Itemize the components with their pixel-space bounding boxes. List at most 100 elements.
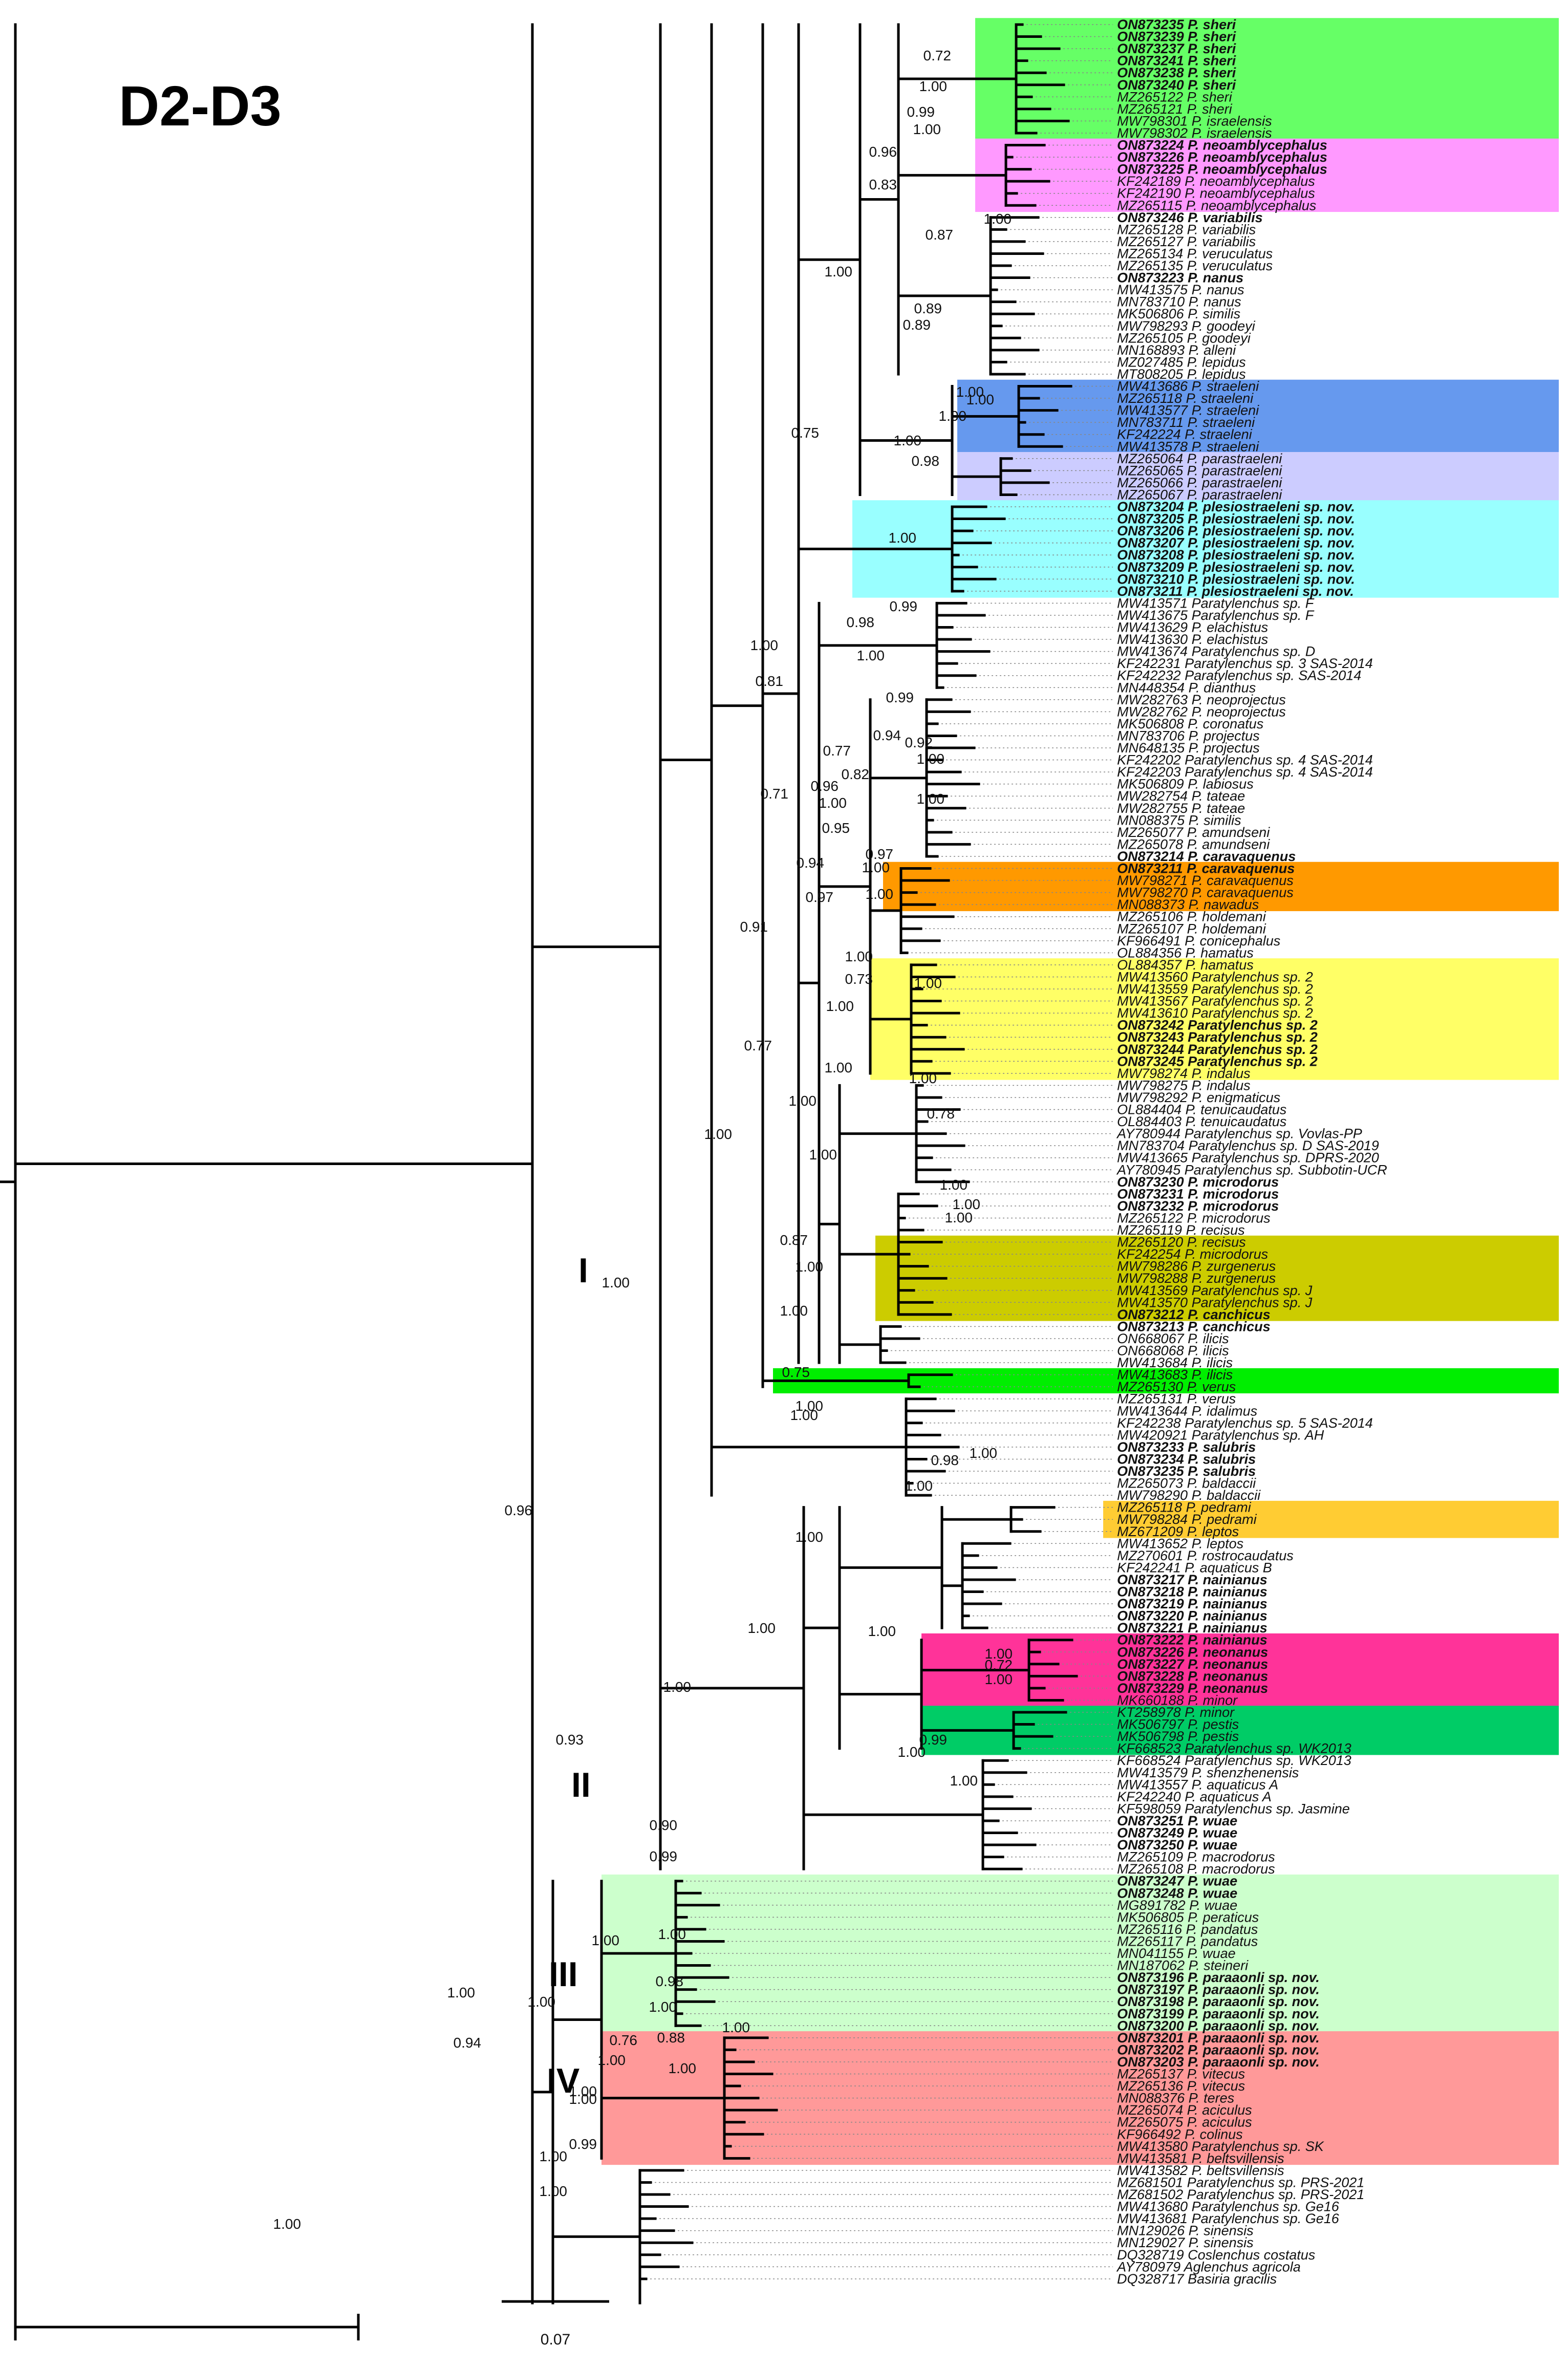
support-value: 0.75: [791, 425, 820, 441]
support-value: 0.96: [869, 144, 897, 160]
taxon-label: MW798290 P. baldaccii: [1117, 1488, 1261, 1503]
support-value: 1.00: [825, 1060, 853, 1075]
support-value: 1.00: [826, 998, 854, 1014]
clade-highlight-0: [975, 18, 1559, 140]
taxon-label: MW798275 P. indalus: [1117, 1078, 1251, 1093]
support-value: 0.91: [740, 919, 768, 935]
taxon-label: MZ265078 P. amundseni: [1117, 836, 1270, 852]
taxon-label: MW413575 P. nanus: [1117, 282, 1244, 297]
taxon-label: MW413680 Paratylenchus sp. Ge16: [1117, 2199, 1340, 2214]
taxon-label: MW420921 Paratylenchus sp. AH: [1117, 1427, 1324, 1443]
support-value: 1.00: [985, 1646, 1013, 1662]
taxon-label: ON873204 P. plesiostraeleni sp. nov.: [1117, 499, 1355, 514]
support-value: 1.00: [825, 264, 853, 279]
taxon-label: ON668068 P. ilicis: [1117, 1343, 1229, 1359]
taxon-label: ON873251 P. wuae: [1117, 1813, 1237, 1828]
taxon-label: MZ265122 P. sheri: [1117, 89, 1233, 104]
taxon-label: AY780945 Paratylenchus sp. Subbotin-UCR: [1116, 1162, 1387, 1177]
clade-label-ii: II: [571, 1766, 591, 1804]
taxon-label: KF242203 Paratylenchus sp. 4 SAS-2014: [1117, 764, 1373, 780]
taxon-label: MN187062 P. steineri: [1117, 1958, 1249, 1973]
taxon-label: ON873235 P. salubris: [1117, 1464, 1256, 1479]
support-value: 0.72: [923, 48, 952, 63]
taxon-label: MK660188 P. minor: [1117, 1692, 1238, 1708]
support-value: 0.92: [905, 735, 933, 750]
taxon-label: MN448354 P. dianthus: [1117, 680, 1256, 695]
taxon-label: MZ265074 P. aciculus: [1117, 2102, 1252, 2118]
taxon-label: ON873241 P. sheri: [1117, 53, 1236, 69]
taxon-label: MK506808 P. coronatus: [1117, 716, 1263, 731]
taxon-label: MN041155 P. wuae: [1117, 1946, 1236, 1961]
taxon-label: MW413684 P. ilicis: [1117, 1355, 1233, 1370]
support-value: 1.00: [569, 2091, 597, 2107]
taxon-label: ON873233 P. salubris: [1117, 1439, 1256, 1455]
taxon-label: ON873198 P. paraaonli sp. nov.: [1117, 1994, 1320, 2009]
taxon-label: MZ265116 P. pandatus: [1117, 1922, 1258, 1937]
taxon-label: ON873230 P. microdorus: [1117, 1174, 1279, 1190]
taxon-label: ON873227 P. neonanus: [1117, 1656, 1268, 1672]
support-value: 1.00: [909, 1070, 937, 1086]
tree-branches: [0, 23, 1078, 2341]
support-value: 1.00: [447, 1985, 476, 2000]
taxon-label: ON873208 P. plesiostraeleni sp. nov.: [1117, 547, 1355, 563]
taxon-label: ON873249 P. wuae: [1117, 1825, 1237, 1841]
clade-highlights: [602, 18, 1559, 2165]
support-value: 0.76: [610, 2032, 638, 2048]
taxon-label: ON873224 P. neoamblycephalus: [1117, 138, 1327, 153]
taxon-label: MW798274 P. indalus: [1117, 1066, 1251, 1081]
taxon-label: MN088373 P. nawadus: [1117, 897, 1259, 912]
taxon-label: KF242202 Paratylenchus sp. 4 SAS-2014: [1117, 752, 1373, 768]
support-value: 1.00: [919, 78, 948, 94]
clade-label-i: I: [578, 1251, 588, 1290]
support-value: 0.94: [873, 727, 901, 743]
taxon-label: KF242189 P. neoamblycephalus: [1117, 174, 1315, 189]
taxon-label: MW798286 P. zurgenerus: [1117, 1259, 1276, 1274]
support-value: 0.93: [556, 1732, 584, 1748]
taxon-label: ON873237 P. sheri: [1117, 41, 1236, 56]
clade-highlight-2: [957, 379, 1559, 454]
taxon-label: MW413581 P. beltsvillensis: [1117, 2150, 1284, 2166]
support-value: 1.00: [663, 1679, 692, 1695]
taxon-label: ON873234 P. salubris: [1117, 1451, 1256, 1467]
support-value: 1.00: [704, 1126, 733, 1142]
support-value: 0.77: [744, 1038, 772, 1053]
support-value: 1.00: [845, 949, 873, 964]
taxon-label: MW413674 Paratylenchus sp. D: [1117, 644, 1315, 659]
taxon-label: MW413681 Paratylenchus sp. Ge16: [1117, 2211, 1340, 2226]
support-value: 1.00: [796, 1259, 824, 1275]
clade-highlight-11: [921, 1706, 1559, 1755]
support-value: 0.90: [650, 1817, 678, 1833]
support-value: 1.00: [540, 2148, 568, 2164]
taxon-label: ON873238 P. sheri: [1117, 65, 1236, 80]
support-value: 0.94: [797, 855, 825, 871]
taxon-label: KF242238 Paratylenchus sp. 5 SAS-2014: [1117, 1415, 1373, 1431]
support-value: 1.00: [939, 408, 967, 424]
support-value: 0.72: [985, 1657, 1013, 1673]
support-value: 0.99: [569, 2136, 597, 2152]
support-value: 1.00: [592, 1932, 620, 1948]
taxon-label: MZ265131 P. verus: [1117, 1391, 1236, 1407]
taxon-label: ON873239 P. sheri: [1117, 29, 1236, 45]
taxon-label: MW413683 P. ilicis: [1117, 1367, 1233, 1383]
clade-highlight-7: [875, 1235, 1559, 1321]
taxon-label: ON668067 P. ilicis: [1117, 1331, 1229, 1346]
figure-title: D2-D3: [119, 75, 282, 138]
taxon-label: MW413582 P. beltsvillensis: [1117, 2163, 1284, 2178]
taxon-label: MZ265077 P. amundseni: [1117, 825, 1270, 840]
taxon-label: MZ265066 P. parastraeleni: [1117, 475, 1282, 490]
support-value: 1.00: [862, 859, 890, 875]
taxon-label: MK506797 P. pestis: [1117, 1717, 1239, 1732]
taxon-label: KF242232 Paratylenchus sp. SAS-2014: [1117, 668, 1361, 683]
taxon-label: MW798301 P. israelensis: [1117, 113, 1272, 128]
taxon-label: ON873206 P. plesiostraeleni sp. nov.: [1117, 523, 1355, 539]
taxon-label: MZ265118 P. straeleni: [1117, 391, 1254, 406]
taxon-label: MK506809 P. labiosus: [1117, 777, 1254, 792]
taxon-label: DQ328719 Coslenchus costatus: [1117, 2247, 1315, 2263]
taxon-label: MZ265073 P. baldaccii: [1117, 1476, 1256, 1491]
taxon-label: KF966491 P. conicephalus: [1117, 933, 1280, 949]
taxon-label: MZ265065 P. parastraeleni: [1117, 463, 1282, 478]
taxon-label: ON873217 P. nainianus: [1117, 1572, 1268, 1587]
taxon-label: MW413560 Paratylenchus sp. 2: [1117, 969, 1313, 984]
taxon-label: ON873246 P. variabilis: [1117, 210, 1263, 225]
taxon-label: ON873226 P. neoamblycephalus: [1117, 149, 1327, 165]
